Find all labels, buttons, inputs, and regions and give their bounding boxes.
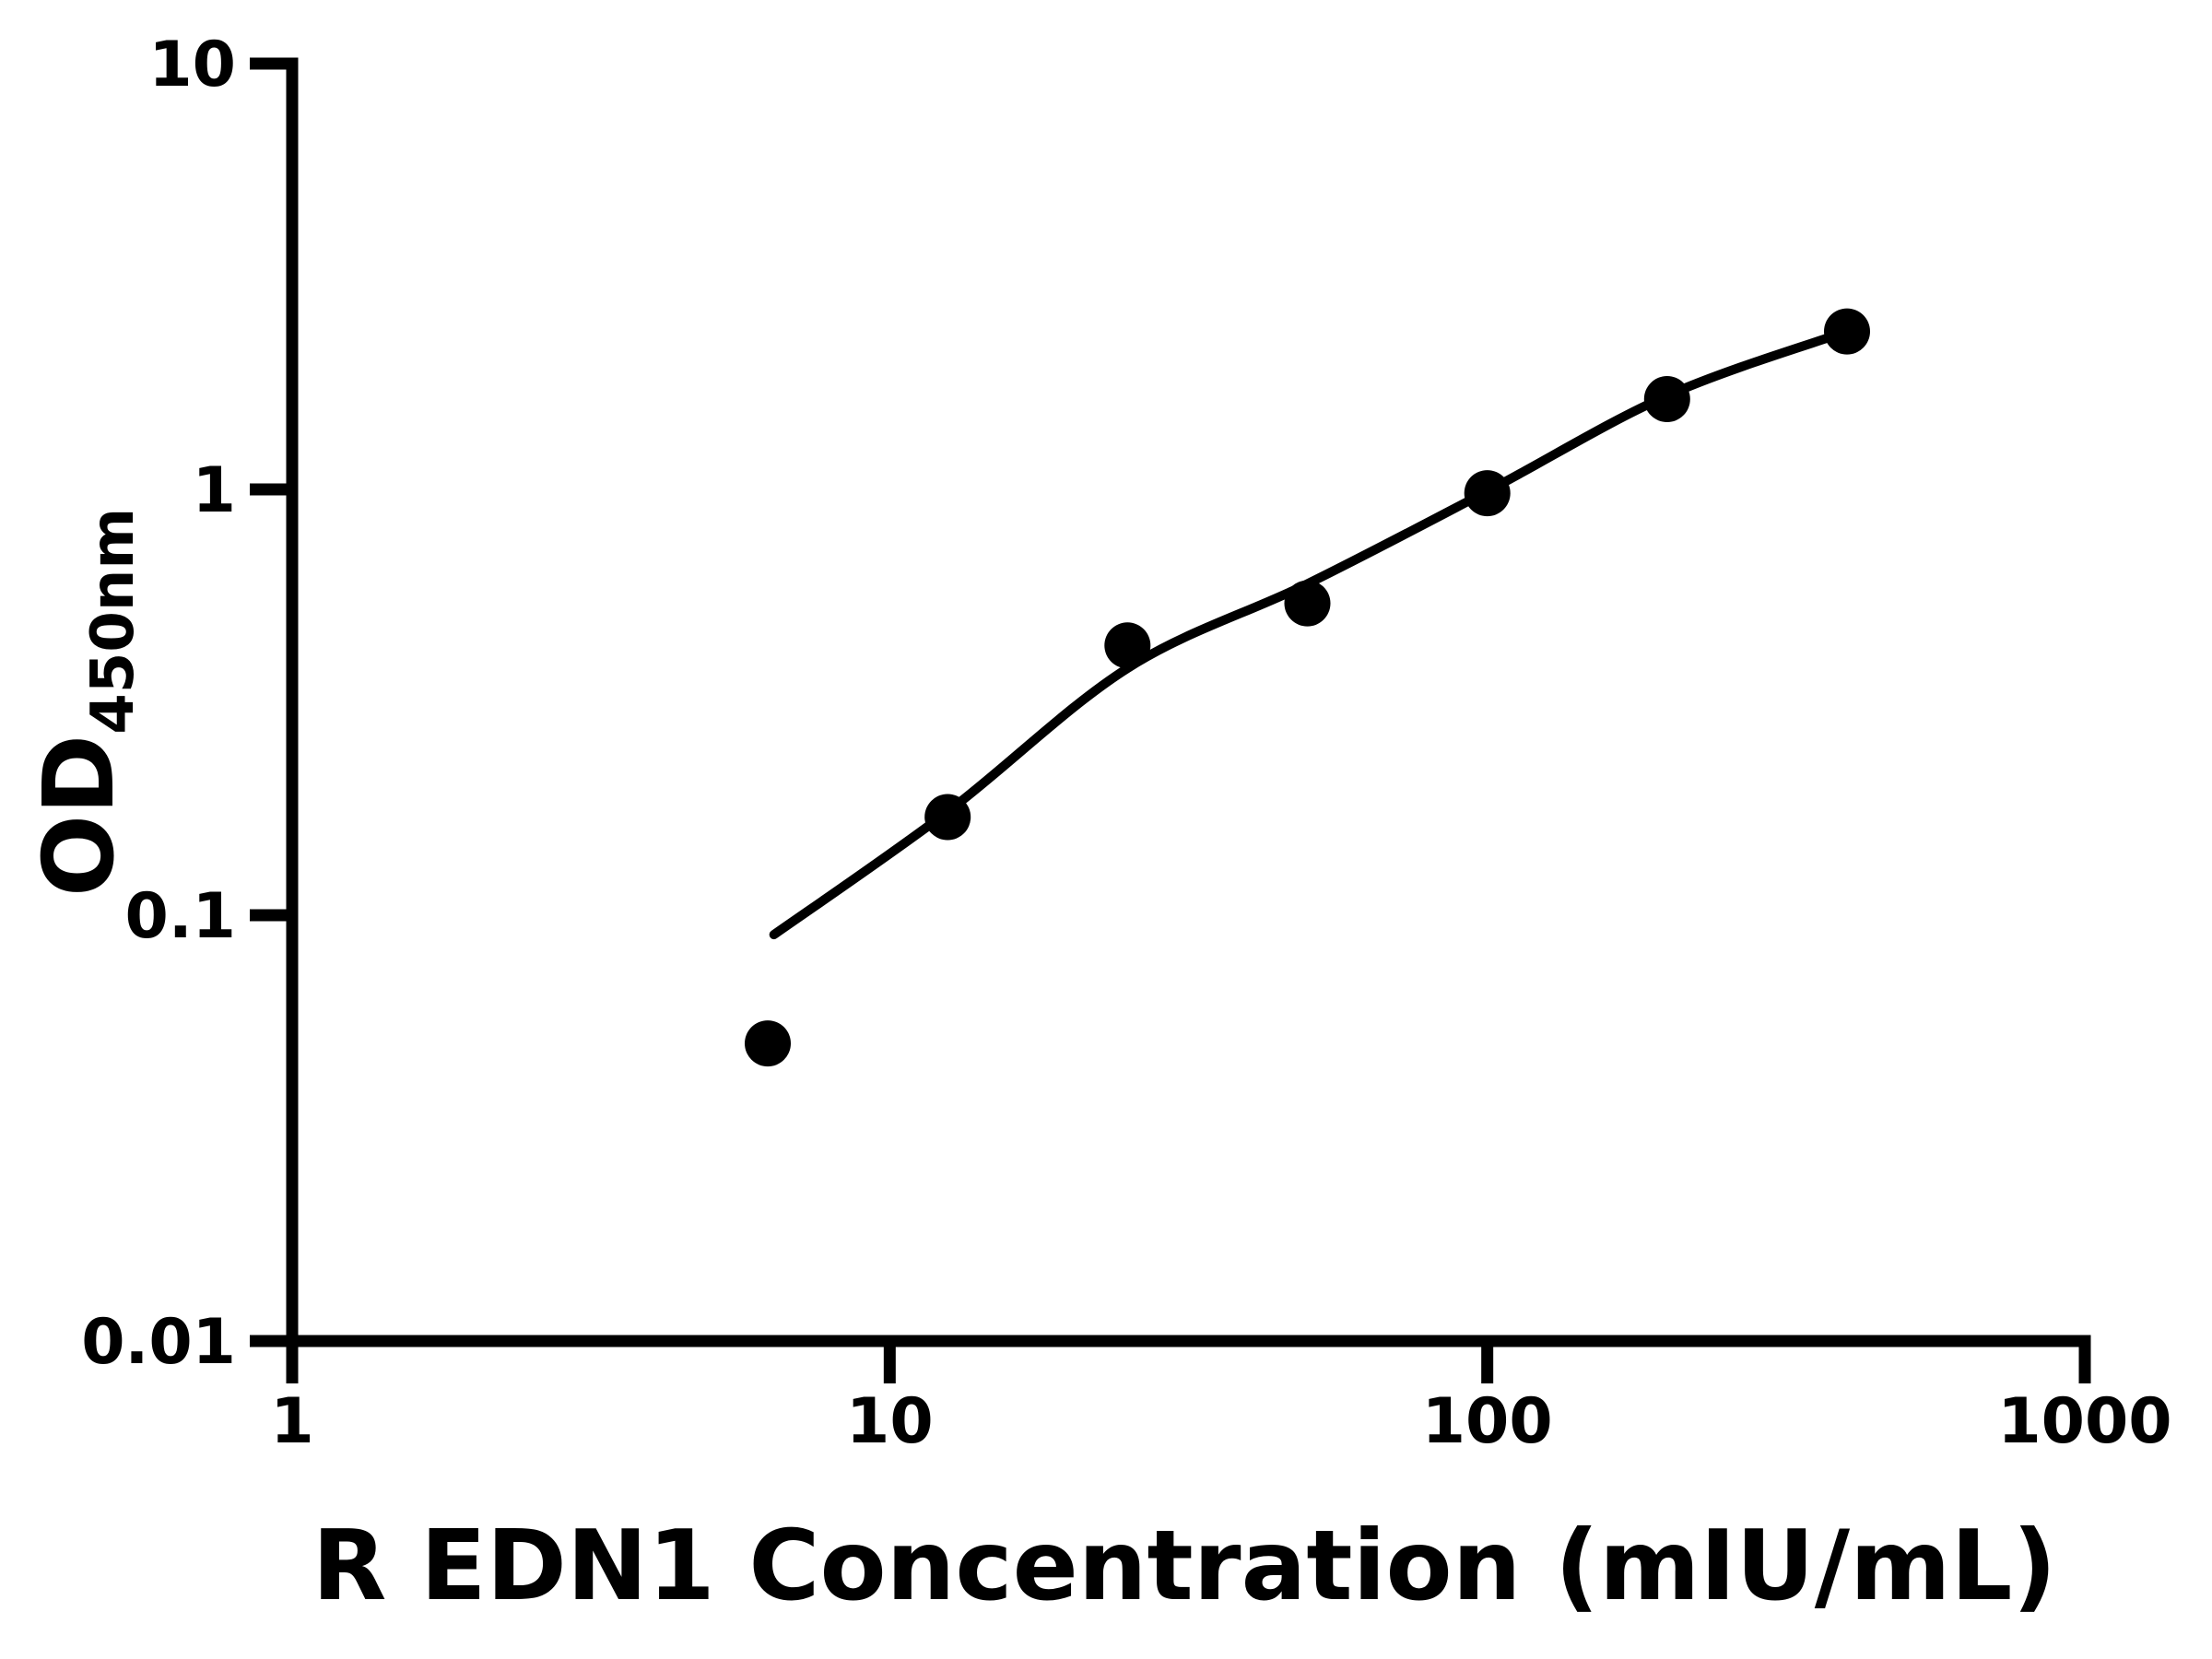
y-tick-label-0.01: 0.01 [81, 1306, 236, 1379]
data-point-2 [924, 794, 971, 841]
axes-layer [286, 57, 2091, 1347]
data-point-7 [1824, 308, 1870, 355]
data-point-6 [1643, 376, 1690, 422]
data-point-1 [745, 1020, 791, 1067]
x-axis-title: R EDN1 Concentration (mIU/mL) [312, 1510, 2057, 1622]
y-axis-title-subscript: 450nm [79, 508, 147, 735]
tick-label-layer: 10 1 0.1 0.01 1 10 100 1000 [81, 29, 2171, 1458]
y-tick-label-1: 1 [193, 454, 236, 527]
data-point-5 [1464, 470, 1511, 517]
x-tick-label-10: 10 [846, 1385, 934, 1458]
series-layer [745, 308, 1870, 1067]
data-point-4 [1284, 580, 1331, 627]
y-axis-title: OD450nm [23, 508, 147, 897]
y-tick-label-10: 10 [148, 29, 236, 101]
data-point-3 [1104, 622, 1151, 669]
tick-layer [250, 57, 2091, 1383]
fitted-curve [769, 326, 1852, 940]
x-tick-label-1000: 1000 [1997, 1385, 2171, 1458]
axis-spines [286, 57, 2091, 1347]
x-tick-label-100: 100 [1422, 1385, 1553, 1458]
y-tick-label-0.1: 0.1 [125, 880, 236, 953]
y-axis-title-main: OD [23, 735, 135, 897]
x-tick-label-1: 1 [270, 1385, 313, 1458]
